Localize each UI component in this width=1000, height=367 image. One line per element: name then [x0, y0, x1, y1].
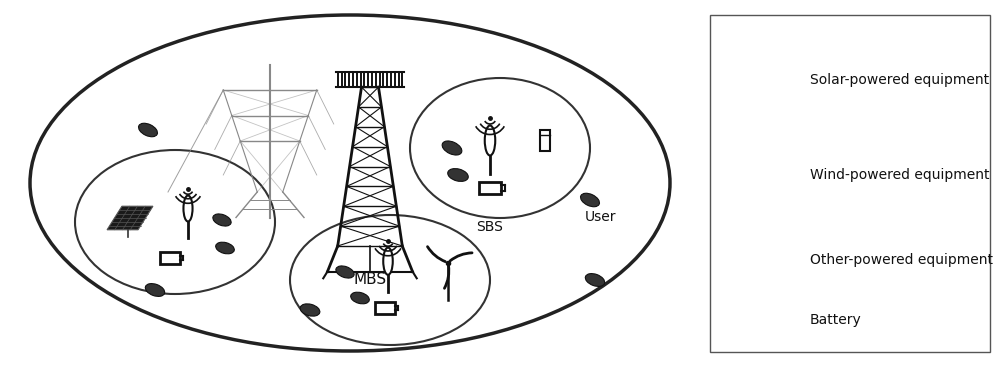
Bar	[755, 251, 765, 269]
Ellipse shape	[183, 196, 193, 222]
Text: Battery: Battery	[810, 313, 862, 327]
Ellipse shape	[410, 78, 590, 218]
Ellipse shape	[75, 150, 275, 294]
Bar	[540, 130, 550, 150]
Text: SBS: SBS	[477, 220, 503, 234]
Bar	[479, 182, 501, 194]
Ellipse shape	[442, 141, 462, 155]
Polygon shape	[745, 70, 785, 90]
Ellipse shape	[351, 292, 369, 304]
Ellipse shape	[383, 248, 393, 275]
Bar	[160, 252, 180, 264]
Ellipse shape	[139, 123, 157, 137]
Ellipse shape	[30, 15, 670, 351]
Ellipse shape	[290, 215, 490, 345]
Polygon shape	[107, 206, 153, 230]
Ellipse shape	[585, 273, 605, 286]
Text: Wind-powered equipment: Wind-powered equipment	[810, 168, 990, 182]
Ellipse shape	[448, 168, 468, 181]
Text: MBS: MBS	[353, 272, 387, 287]
Ellipse shape	[581, 193, 599, 207]
Ellipse shape	[213, 214, 231, 226]
Bar	[375, 302, 395, 313]
Ellipse shape	[485, 126, 495, 156]
Text: Solar-powered equipment: Solar-powered equipment	[810, 73, 989, 87]
Text: Other-powered equipment: Other-powered equipment	[810, 253, 993, 267]
Ellipse shape	[145, 284, 165, 297]
Ellipse shape	[300, 304, 320, 316]
Ellipse shape	[216, 242, 234, 254]
Bar	[710, 15, 990, 352]
Ellipse shape	[336, 266, 354, 278]
Text: User: User	[584, 210, 616, 224]
Bar	[755, 314, 775, 326]
